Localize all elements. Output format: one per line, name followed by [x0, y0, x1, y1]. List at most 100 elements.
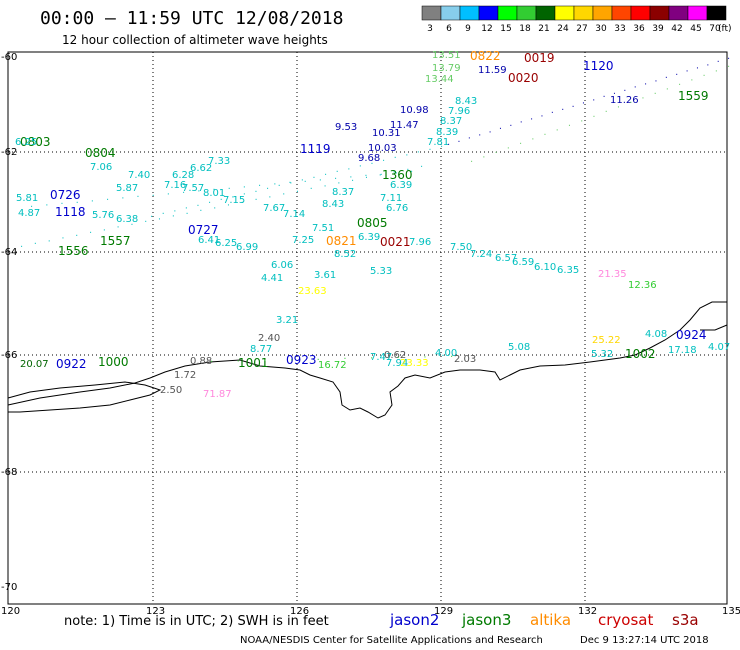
- colorbar-level: 27: [576, 24, 587, 34]
- colorbar: 3 6 9 12 15 18 21 24 27 30 33 36 39 42 45 70(ft): [421, 5, 732, 34]
- colorbar-level: 24: [557, 24, 569, 34]
- track-streak-mark: ·: [288, 178, 291, 189]
- track-streak-mark: ·: [312, 173, 315, 184]
- colorbar-unit: (ft): [718, 24, 732, 34]
- swh-value-label: 7.15: [223, 195, 245, 206]
- swh-value-label: 7.16: [164, 180, 186, 191]
- time-label: 1360: [382, 168, 413, 182]
- swh-value-label: 7.24: [470, 249, 492, 260]
- swh-value-label: 3.21: [276, 315, 298, 326]
- swh-value-label: 7.94: [386, 358, 408, 369]
- track-streak-mark: ·: [103, 225, 106, 236]
- track-streak-mark: ·: [450, 352, 453, 363]
- swh-value-label: 2.03: [454, 354, 476, 365]
- track-streak-mark: ·: [703, 71, 706, 82]
- colorbar-level: 39: [652, 24, 664, 34]
- colorbar-level: 3: [427, 24, 433, 34]
- time-label: 0019: [524, 51, 555, 65]
- colorbar-swatch: [516, 5, 537, 21]
- swh-value-label: 0.62: [384, 350, 406, 361]
- swh-value-label: 13.44: [425, 74, 454, 85]
- lat-label: -62: [1, 147, 17, 158]
- swh-value-label: 7.81: [427, 137, 449, 148]
- track-streak-mark: ·: [494, 148, 497, 159]
- swh-value-label: 8.77: [250, 344, 272, 355]
- lat-label: -66: [1, 350, 17, 361]
- swh-value-label: 6.25: [215, 238, 237, 249]
- lat-label: -64: [1, 247, 17, 258]
- swh-value-label: 11.26: [610, 95, 639, 106]
- swh-value-label: 6.39: [358, 232, 380, 243]
- timestamp-text: Dec 9 13:27:14 UTC 2018: [580, 635, 709, 646]
- swh-value-label: 7.06: [90, 162, 112, 173]
- track-streak-mark: ·: [582, 99, 585, 110]
- track-streak-mark: ·: [324, 170, 327, 181]
- swh-value-label: 6.06: [271, 260, 293, 271]
- track-streak-mark: ·: [629, 98, 632, 109]
- lon-label: 123: [146, 606, 165, 617]
- track-streak-mark: ·: [228, 184, 231, 195]
- swh-value-label: 7.67: [263, 203, 285, 214]
- track-streak-mark: ·: [727, 62, 730, 73]
- track-streak-mark: ·: [323, 181, 326, 192]
- swh-value-label: 20.07: [20, 359, 49, 370]
- swh-value-label: 8.43: [322, 199, 344, 210]
- track-streak-mark: ·: [231, 192, 234, 203]
- track-streak-mark: ·: [395, 168, 398, 179]
- track-streak-mark: ·: [447, 140, 450, 151]
- swh-value-label: 4.07: [708, 342, 730, 353]
- colorbar-swatch: [630, 5, 651, 21]
- swh-value-label: 21.35: [598, 269, 627, 280]
- lon-label: 135: [722, 606, 740, 617]
- track-streak-mark: ·: [167, 189, 170, 200]
- track-streak-mark: ·: [561, 105, 564, 116]
- map-title: 00:00 – 11:59 UTC 12/08/2018: [40, 8, 343, 29]
- coastline-inner: [7, 381, 162, 413]
- track-streak-mark: ·: [507, 143, 510, 154]
- lon-axis-labels: 120 123 126 129 132 135: [1, 606, 740, 617]
- swh-value-label: 4.87: [18, 208, 40, 219]
- legend-altika: altika: [530, 611, 571, 629]
- time-label: 0922: [56, 357, 87, 371]
- track-streak-mark: ·: [196, 201, 199, 212]
- colorbar-swatch: [459, 5, 480, 21]
- swh-value-label: 2.40: [258, 333, 280, 344]
- legend-s3a: s3a: [672, 611, 699, 629]
- track-streak-mark: ·: [410, 167, 413, 178]
- swh-value-label: 6.35: [557, 265, 579, 276]
- time-label: 0805: [357, 216, 388, 230]
- track-streak-mark: ·: [30, 202, 33, 213]
- coastline-island: [700, 324, 728, 331]
- track-streak-mark: ·: [273, 180, 276, 191]
- swh-value-label: 7.11: [380, 193, 402, 204]
- swh-value-label: 17.18: [668, 345, 697, 356]
- colorbar-level: 45: [690, 24, 701, 34]
- swh-value-label: 5.81: [16, 193, 38, 204]
- track-streak-mark: ·: [158, 214, 161, 225]
- track-streak-mark: ·: [417, 148, 420, 159]
- track-streak-mark: ·: [617, 103, 620, 114]
- swh-value-label: 7.40: [128, 170, 150, 181]
- colorbar-swatch: [497, 5, 518, 21]
- track-streak-mark: ·: [117, 223, 120, 234]
- swh-value-label: 10.98: [400, 105, 429, 116]
- track-streak-mark: ·: [696, 64, 699, 75]
- time-label: 0726: [50, 188, 81, 202]
- track-streak-mark: ·: [551, 108, 554, 119]
- track-streak-mark: ·: [76, 198, 79, 209]
- track-streak-mark: ·: [278, 181, 281, 192]
- track-streak-mark: ·: [258, 181, 261, 192]
- lat-axis-labels: -60 -62 -64 -66 -68 -70: [1, 52, 17, 593]
- swh-value-label: 5.76: [92, 210, 114, 221]
- colorbar-swatch: [573, 5, 594, 21]
- lon-label: 120: [1, 606, 20, 617]
- track-streak-mark: ·: [212, 185, 215, 196]
- track-streak-mark: ·: [509, 121, 512, 132]
- track-streak-mark: ·: [379, 170, 382, 181]
- track-streak-mark: ·: [468, 134, 471, 145]
- swh-value-label: 4.08: [645, 329, 667, 340]
- colorbar-swatch: [687, 5, 708, 21]
- colorbar-level: 33: [614, 24, 625, 34]
- swh-value-label: 8.39: [436, 127, 458, 138]
